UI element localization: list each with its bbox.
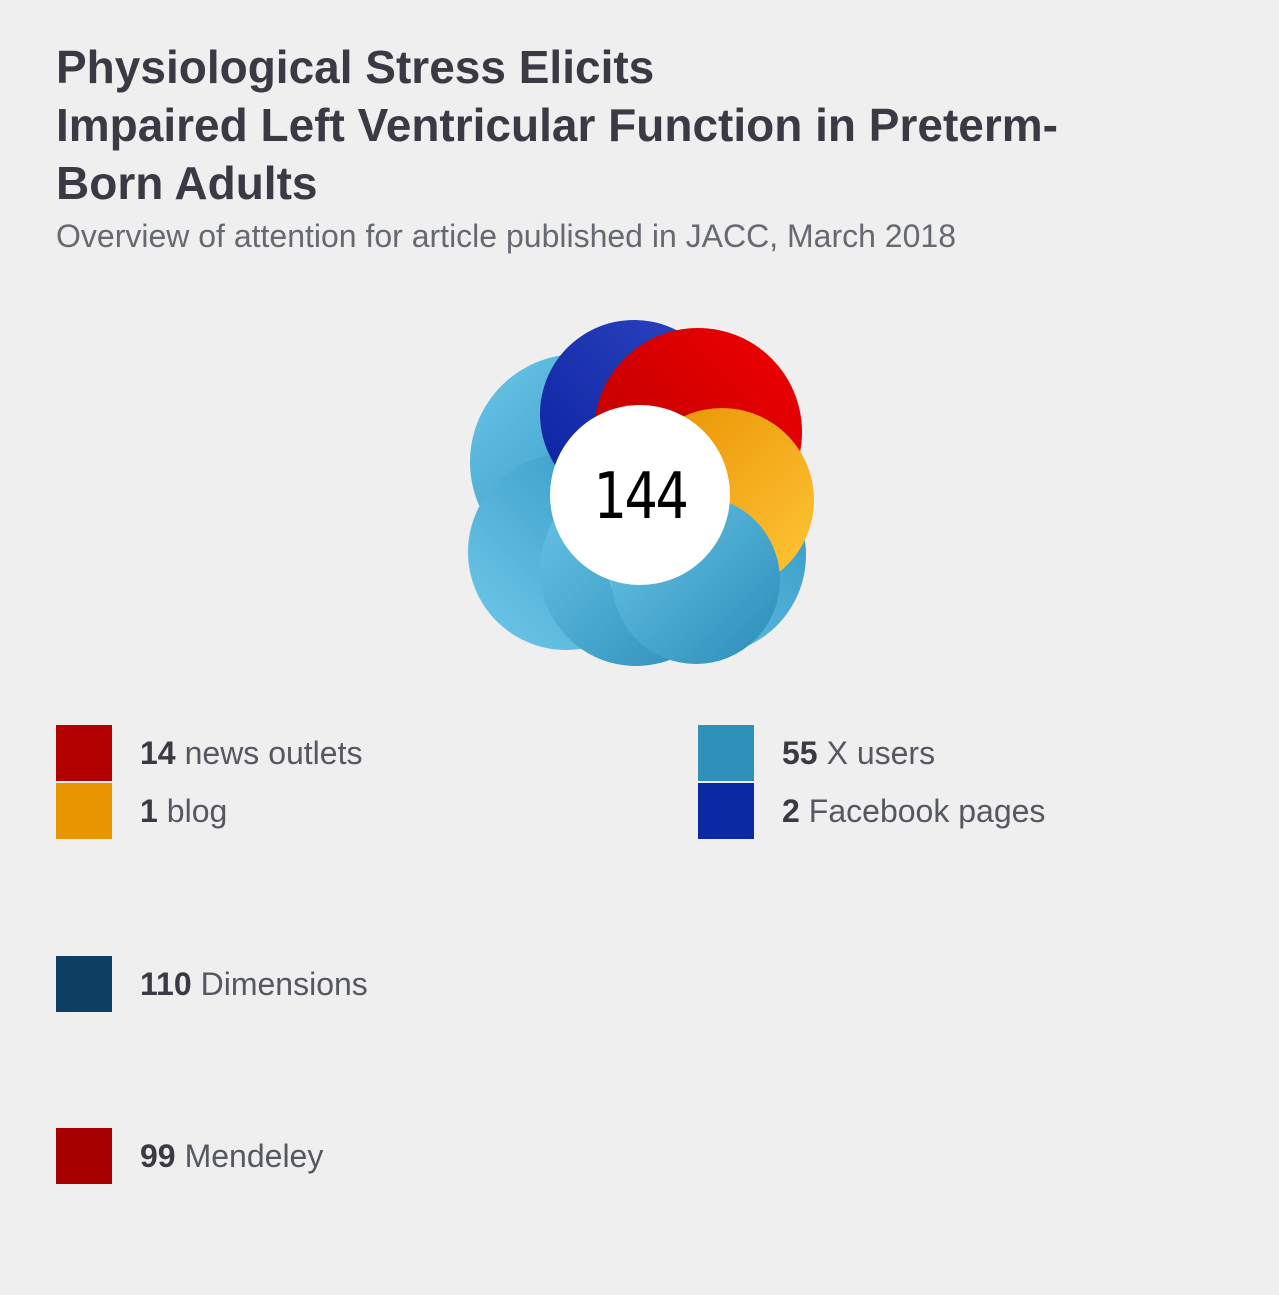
attention-donut-icon: [468, 320, 814, 666]
facebook-count: 2: [782, 792, 800, 829]
dimensions-label: Dimensions: [200, 965, 368, 1002]
facebook-swatch: [698, 783, 754, 839]
legend-blog: 1 blog: [56, 783, 227, 839]
article-subtitle: Overview of attention for article publis…: [56, 218, 956, 254]
facebook-label: Facebook pages: [808, 792, 1046, 829]
title-line-3: Born Adults: [56, 157, 318, 209]
news-count: 14: [140, 734, 176, 771]
mendeley-count: 99: [140, 1137, 176, 1174]
dimensions-swatch: [56, 956, 112, 1012]
dimensions-count: 110: [140, 965, 192, 1002]
blog-label: blog: [166, 792, 228, 829]
legend-dimensions: 110 Dimensions: [56, 956, 368, 1012]
donut-center: [550, 405, 730, 585]
mendeley-label: Mendeley: [184, 1137, 324, 1174]
blog-count: 1: [140, 792, 158, 829]
title-line-2: Impaired Left Ventricular Function in Pr…: [56, 99, 1058, 151]
x-users-swatch: [698, 725, 754, 781]
legend-x-users: 55 X users: [698, 725, 935, 781]
legend-mendeley: 99 Mendeley: [56, 1128, 323, 1184]
news-label: news outlets: [184, 734, 363, 771]
news-swatch: [56, 725, 112, 781]
legend-facebook-pages: 2 Facebook pages: [698, 783, 1045, 839]
article-title: Physiological Stress Elicits Impaired Le…: [56, 38, 1236, 212]
attention-score: 144: [593, 460, 689, 534]
title-line-1: Physiological Stress Elicits: [56, 41, 655, 93]
blog-swatch: [56, 783, 112, 839]
mendeley-swatch: [56, 1128, 112, 1184]
x-users-label: X users: [826, 734, 936, 771]
legend-news-outlets: 14 news outlets: [56, 725, 362, 781]
x-users-count: 55: [782, 734, 818, 771]
